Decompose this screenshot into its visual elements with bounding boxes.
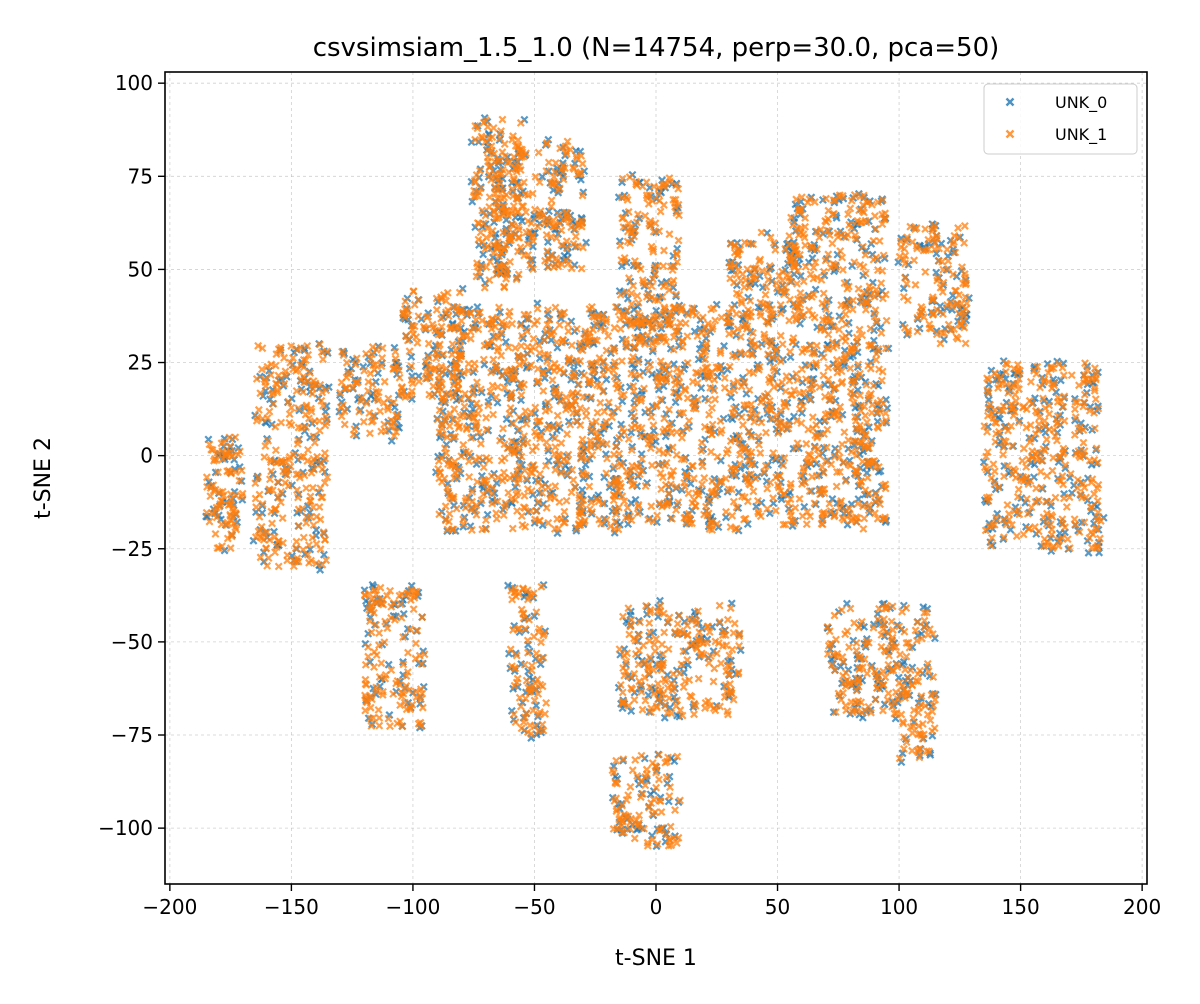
chart-svg: −200−150−100−50050100150200−100−75−50−25… (0, 0, 1200, 1000)
chart: −200−150−100−50050100150200−100−75−50−25… (0, 0, 1200, 1000)
